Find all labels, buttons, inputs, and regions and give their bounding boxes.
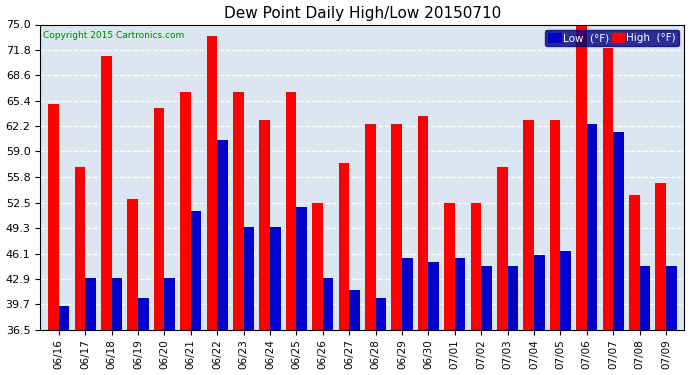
Bar <box>586 124 598 375</box>
Bar <box>560 251 571 375</box>
Bar <box>497 167 508 375</box>
Bar <box>629 195 640 375</box>
Bar <box>402 258 413 375</box>
Bar <box>48 104 59 375</box>
Bar <box>270 227 281 375</box>
Title: Dew Point Daily High/Low 20150710: Dew Point Daily High/Low 20150710 <box>224 6 501 21</box>
Bar <box>190 211 201 375</box>
Bar <box>455 258 465 375</box>
Bar <box>75 167 85 375</box>
Bar <box>164 278 175 375</box>
Bar <box>428 262 439 375</box>
Bar <box>244 227 254 375</box>
Bar <box>418 116 428 375</box>
Bar <box>666 266 676 375</box>
Bar <box>180 92 190 375</box>
Bar <box>656 183 666 375</box>
Bar <box>101 56 112 375</box>
Bar <box>391 124 402 375</box>
Bar <box>375 298 386 375</box>
Bar <box>59 306 69 375</box>
Bar <box>349 290 359 375</box>
Bar <box>339 163 349 375</box>
Bar <box>576 24 586 375</box>
Bar <box>365 124 375 375</box>
Bar <box>206 36 217 375</box>
Bar <box>444 203 455 375</box>
Bar <box>613 132 624 375</box>
Bar <box>217 140 228 375</box>
Bar <box>128 199 138 375</box>
Bar <box>286 92 297 375</box>
Bar <box>138 298 148 375</box>
Bar <box>154 108 164 375</box>
Bar <box>524 120 534 375</box>
Text: Copyright 2015 Cartronics.com: Copyright 2015 Cartronics.com <box>43 31 185 40</box>
Bar <box>312 203 323 375</box>
Bar <box>233 92 244 375</box>
Bar <box>323 278 333 375</box>
Bar <box>471 203 481 375</box>
Bar <box>112 278 122 375</box>
Bar <box>550 120 560 375</box>
Bar <box>508 266 518 375</box>
Bar <box>602 48 613 375</box>
Bar <box>297 207 307 375</box>
Bar <box>534 255 544 375</box>
Bar <box>481 266 492 375</box>
Bar <box>259 120 270 375</box>
Bar <box>85 278 96 375</box>
Legend: Low  (°F), High  (°F): Low (°F), High (°F) <box>545 30 679 46</box>
Bar <box>640 266 650 375</box>
